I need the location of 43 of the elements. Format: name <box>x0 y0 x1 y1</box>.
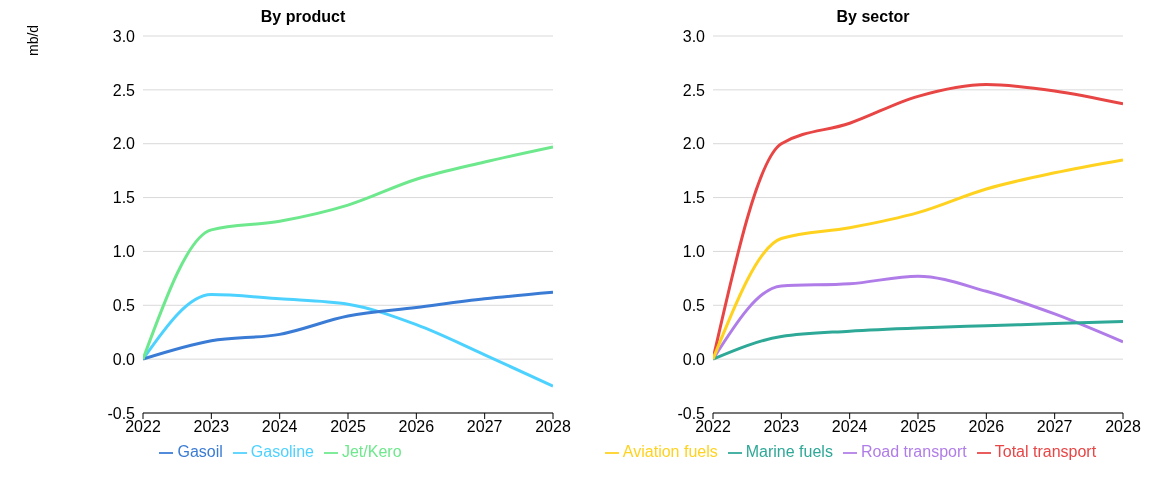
x-tick-label: 2022 <box>125 418 161 436</box>
x-tick-label: 2027 <box>1036 418 1073 436</box>
legend-label: Jet/Kero <box>341 443 402 460</box>
x-tick-label: 2024 <box>831 418 868 436</box>
x-tick-label: 2023 <box>193 418 230 436</box>
y-tick-label: 1.5 <box>682 189 706 207</box>
y-tick-label: 2.5 <box>112 81 136 99</box>
x-tick-label: 2028 <box>1105 418 1141 436</box>
x-tick-label: 2023 <box>763 418 800 436</box>
line-series <box>143 145 553 361</box>
line-series <box>713 319 1123 361</box>
y-tick-label: 2.5 <box>682 81 706 99</box>
legend-label: Total transport <box>994 443 1097 460</box>
line-series <box>143 293 553 388</box>
x-tick-label: 2025 <box>330 418 366 436</box>
line-series <box>143 290 553 361</box>
x-tick-label: 2028 <box>535 418 571 436</box>
y-tick-label: 3.0 <box>112 27 136 45</box>
line-series <box>713 158 1123 361</box>
legend-label: Gasoil <box>177 443 223 460</box>
y-tick-label: 0.0 <box>112 350 136 368</box>
x-tick-label: 2024 <box>261 418 298 436</box>
x-tick-label: 2025 <box>900 418 936 436</box>
legend-label: Aviation fuels <box>622 443 718 460</box>
y-tick-label: 0.5 <box>682 296 706 314</box>
y-tick-label: 2.0 <box>112 135 136 153</box>
x-tick-label: 2022 <box>695 418 731 436</box>
y-tick-label: 2.0 <box>682 135 706 153</box>
legend-label: Road transport <box>860 443 967 460</box>
y-axis-title: mb/d <box>24 24 41 56</box>
y-tick-label: 1.5 <box>112 189 136 207</box>
y-tick-label: 1.0 <box>112 243 136 261</box>
legend-label: Marine fuels <box>745 443 833 460</box>
y-tick-label: 1.0 <box>682 243 706 261</box>
y-tick-label: 0.5 <box>112 296 136 314</box>
x-tick-label: 2026 <box>398 418 435 436</box>
chart-title: By product <box>259 8 347 26</box>
y-tick-label: 3.0 <box>682 27 706 45</box>
x-tick-label: 2027 <box>466 418 503 436</box>
legend-label: Gasoline <box>250 443 314 460</box>
chart-title: By sector <box>835 8 911 26</box>
y-tick-label: 0.0 <box>682 350 706 368</box>
x-tick-label: 2026 <box>968 418 1005 436</box>
